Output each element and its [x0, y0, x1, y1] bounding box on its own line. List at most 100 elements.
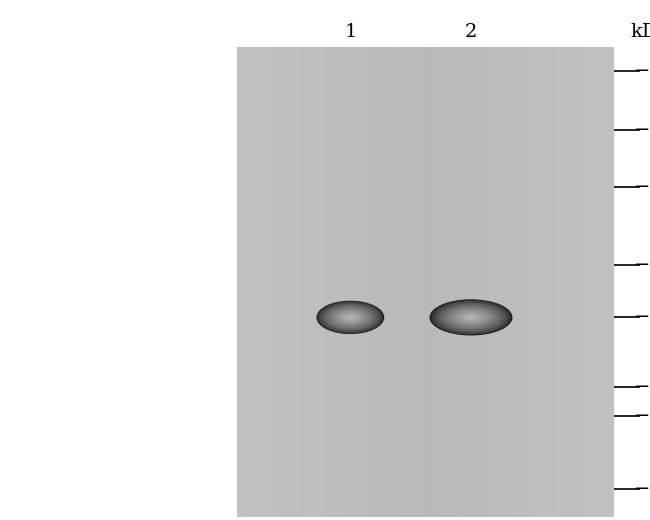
Ellipse shape	[346, 315, 355, 319]
Ellipse shape	[452, 309, 489, 326]
Bar	[376, 47, 382, 517]
Ellipse shape	[329, 307, 372, 328]
Text: kDa: kDa	[630, 23, 650, 41]
Bar	[313, 47, 319, 517]
Bar	[501, 47, 508, 517]
Ellipse shape	[348, 317, 352, 318]
Ellipse shape	[342, 313, 359, 321]
Ellipse shape	[433, 301, 510, 334]
Bar	[250, 47, 256, 517]
Ellipse shape	[322, 303, 379, 332]
Text: −55: −55	[634, 308, 650, 327]
Bar	[350, 47, 357, 517]
Bar	[489, 47, 495, 517]
Ellipse shape	[460, 313, 482, 322]
Ellipse shape	[458, 312, 484, 323]
Ellipse shape	[435, 302, 507, 333]
Bar	[608, 47, 614, 517]
Bar	[463, 47, 470, 517]
Ellipse shape	[335, 310, 365, 325]
Ellipse shape	[344, 315, 356, 320]
Ellipse shape	[439, 303, 503, 331]
Ellipse shape	[443, 305, 499, 330]
Text: −40: −40	[634, 378, 650, 396]
Ellipse shape	[451, 309, 491, 326]
Bar	[595, 47, 602, 517]
Ellipse shape	[440, 304, 502, 331]
Bar	[294, 47, 300, 517]
Bar	[438, 47, 445, 517]
Ellipse shape	[456, 310, 487, 324]
Bar	[300, 47, 306, 517]
Ellipse shape	[347, 316, 354, 319]
Ellipse shape	[465, 315, 477, 320]
Ellipse shape	[345, 315, 356, 320]
Ellipse shape	[454, 310, 488, 324]
Ellipse shape	[445, 306, 497, 329]
Bar	[602, 47, 608, 517]
Bar	[514, 47, 520, 517]
Bar	[306, 47, 313, 517]
Ellipse shape	[469, 317, 473, 318]
Ellipse shape	[344, 314, 357, 321]
Ellipse shape	[328, 307, 372, 328]
Bar	[419, 47, 426, 517]
Bar	[532, 47, 539, 517]
Bar	[395, 47, 400, 517]
Ellipse shape	[450, 308, 491, 327]
Bar	[589, 47, 595, 517]
Ellipse shape	[325, 305, 376, 330]
Bar	[281, 47, 287, 517]
Bar	[577, 47, 583, 517]
Bar	[482, 47, 489, 517]
Text: −70: −70	[634, 256, 650, 274]
Ellipse shape	[330, 307, 370, 328]
Bar	[325, 47, 332, 517]
Ellipse shape	[470, 317, 472, 318]
Bar	[388, 47, 395, 517]
Bar	[558, 47, 564, 517]
Bar	[570, 47, 577, 517]
Bar	[400, 47, 407, 517]
Ellipse shape	[436, 302, 506, 333]
Ellipse shape	[350, 317, 351, 318]
Bar	[332, 47, 338, 517]
Bar	[564, 47, 570, 517]
Ellipse shape	[332, 308, 369, 327]
Ellipse shape	[463, 314, 479, 321]
Ellipse shape	[328, 306, 373, 329]
Ellipse shape	[326, 305, 375, 330]
Bar	[583, 47, 589, 517]
Bar	[426, 47, 432, 517]
Ellipse shape	[319, 302, 382, 333]
Ellipse shape	[333, 309, 368, 326]
Ellipse shape	[339, 312, 361, 323]
Text: −170: −170	[634, 62, 650, 80]
Bar	[432, 47, 438, 517]
Text: −35: −35	[634, 407, 650, 425]
Bar	[445, 47, 451, 517]
Ellipse shape	[333, 309, 367, 326]
Text: 1: 1	[344, 23, 357, 41]
Bar	[476, 47, 482, 517]
Ellipse shape	[453, 310, 489, 325]
Bar	[268, 47, 275, 517]
Ellipse shape	[444, 306, 498, 329]
Bar	[344, 47, 350, 517]
Ellipse shape	[348, 316, 353, 319]
Ellipse shape	[441, 304, 501, 331]
Bar	[319, 47, 325, 517]
Text: −25: −25	[634, 480, 650, 499]
Ellipse shape	[324, 304, 376, 330]
Bar	[451, 47, 457, 517]
Ellipse shape	[317, 301, 384, 334]
Ellipse shape	[430, 300, 512, 335]
Ellipse shape	[339, 311, 362, 323]
Bar	[287, 47, 294, 517]
Ellipse shape	[438, 303, 504, 332]
Bar	[520, 47, 526, 517]
Bar	[407, 47, 413, 517]
Ellipse shape	[448, 307, 494, 328]
Ellipse shape	[449, 308, 493, 327]
Ellipse shape	[466, 315, 476, 320]
